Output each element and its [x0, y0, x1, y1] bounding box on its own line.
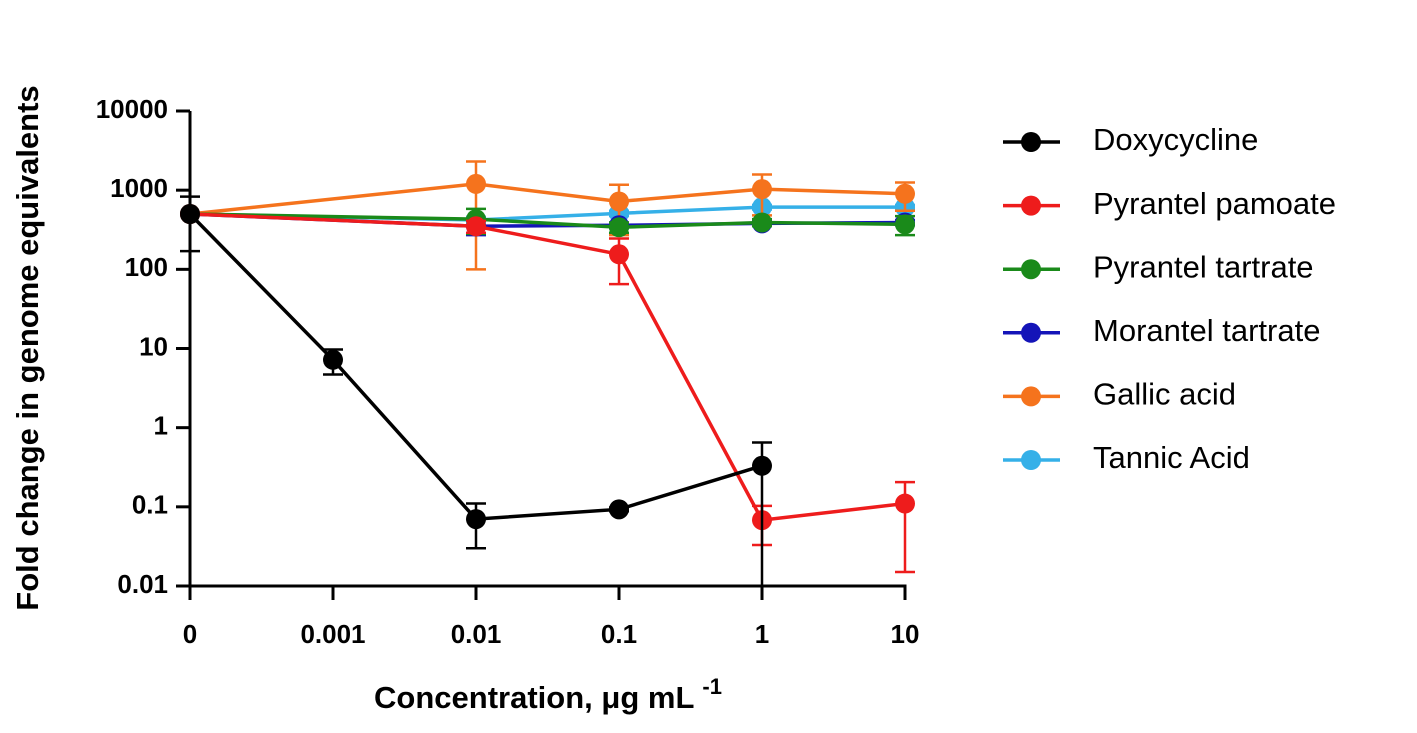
y-tick-label: 100	[125, 252, 168, 282]
data-point	[609, 191, 629, 212]
legend-label: Morantel tartrate	[1093, 313, 1320, 348]
data-point	[466, 509, 486, 530]
data-point	[323, 349, 343, 370]
data-point	[895, 493, 915, 514]
data-point	[466, 216, 486, 237]
legend-label: Tannic Acid	[1093, 440, 1250, 475]
data-point	[895, 214, 915, 235]
series-line	[189, 212, 906, 522]
y-tick-label: 1	[154, 411, 168, 441]
legend-marker	[1021, 386, 1041, 407]
x-tick-label: 10	[891, 619, 920, 649]
data-point	[609, 499, 629, 520]
x-axis-label: Concentration, μg mL -1	[374, 674, 722, 715]
x-tick-label: 0.1	[601, 619, 637, 649]
y-tick-label: 10	[139, 331, 168, 361]
legend-marker	[1021, 259, 1041, 280]
x-tick-label: 1	[755, 619, 769, 649]
series-line	[189, 182, 906, 216]
y-tick-label: 1000	[110, 173, 168, 203]
legend-label: Pyrantel pamoate	[1093, 186, 1336, 221]
data-point	[752, 179, 772, 200]
x-tick-label: 0	[183, 619, 197, 649]
legend-label: Gallic acid	[1093, 377, 1236, 412]
data-point	[609, 244, 629, 265]
y-axis-label: Fold change in genome equivalents	[10, 85, 45, 610]
y-tick-label: 10000	[96, 94, 168, 124]
x-axis-label-main: Concentration, μg mL	[374, 680, 694, 715]
x-tick-label: 0.01	[451, 619, 502, 649]
y-tick-label: 0.01	[117, 569, 168, 599]
data-point	[466, 173, 486, 194]
legend-marker	[1021, 450, 1041, 470]
legend-label: Doxycycline	[1093, 122, 1258, 157]
series	[180, 195, 772, 588]
legend-label: Pyrantel tartrate	[1093, 249, 1314, 284]
legend-marker	[1021, 132, 1041, 152]
x-tick-label: 0.001	[300, 619, 365, 649]
series	[180, 203, 915, 574]
y-tick-label: 0.1	[132, 490, 168, 520]
data-point	[752, 212, 772, 233]
series	[180, 160, 915, 271]
legend-marker	[1021, 322, 1041, 343]
series	[180, 203, 915, 238]
x-axis-label-sup: -1	[702, 674, 722, 699]
data-point	[180, 203, 200, 224]
data-point	[895, 183, 915, 204]
data-point	[609, 217, 629, 238]
legend-marker	[1021, 195, 1041, 216]
data-point	[752, 455, 772, 476]
